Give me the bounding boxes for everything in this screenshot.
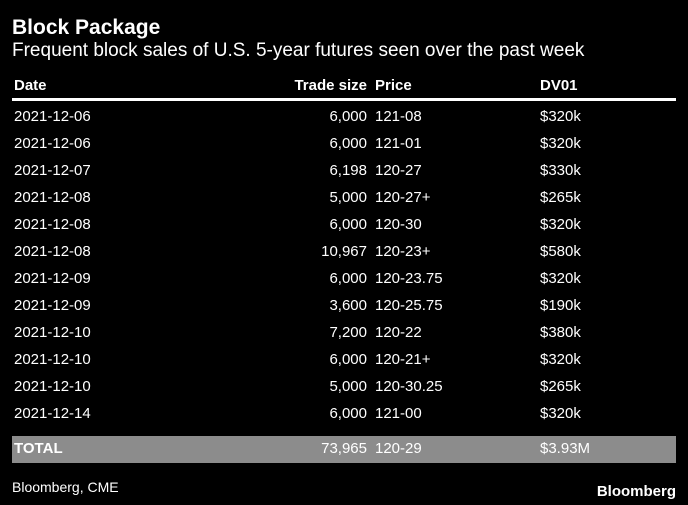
table-cell: 2021-12-14 <box>14 405 91 422</box>
table-cell: 2021-12-10 <box>14 378 91 395</box>
table-cell: 2021-12-06 <box>14 135 91 152</box>
table-cell: 120-23+ <box>375 243 431 260</box>
column-header: Price <box>375 77 412 94</box>
subtitle: Frequent block sales of U.S. 5-year futu… <box>12 40 585 61</box>
table-cell: $320k <box>540 135 581 152</box>
table-cell: $265k <box>540 378 581 395</box>
total-cell: $3.93M <box>540 440 591 457</box>
table-cell: 2021-12-10 <box>14 324 91 341</box>
table-cell: 120-23.75 <box>375 270 443 287</box>
table-cell: $320k <box>540 216 581 233</box>
table-cell: 120-21+ <box>375 351 431 368</box>
table-cell: 2021-12-08 <box>14 243 91 260</box>
table-cell: 6,000 <box>329 270 367 287</box>
column-header: Date <box>14 77 47 94</box>
table-cell: 2021-12-07 <box>14 162 91 179</box>
table-cell: $320k <box>540 351 581 368</box>
table-cell: 120-27+ <box>375 189 431 206</box>
table-cell: 121-01 <box>375 135 422 152</box>
table-cell: 10,967 <box>321 243 367 260</box>
table-cell: 6,000 <box>329 351 367 368</box>
table-cell: 120-27 <box>375 162 422 179</box>
total-cell: TOTAL <box>14 440 63 457</box>
table-cell: 121-08 <box>375 108 422 125</box>
table-cell: 2021-12-08 <box>14 189 91 206</box>
total-row-background <box>12 436 676 463</box>
table-cell: 5,000 <box>329 378 367 395</box>
column-header: DV01 <box>540 77 578 94</box>
table-cell: 121-00 <box>375 405 422 422</box>
table-cell: 7,200 <box>329 324 367 341</box>
table-cell: $320k <box>540 108 581 125</box>
table-cell: 120-22 <box>375 324 422 341</box>
logo: Bloomberg <box>596 483 676 500</box>
table-cell: $380k <box>540 324 581 341</box>
total-cell: 120-29 <box>375 440 422 457</box>
table-cell: $265k <box>540 189 581 206</box>
table-cell: 6,000 <box>329 405 367 422</box>
table-cell: 3,600 <box>329 297 367 314</box>
table-cell: 2021-12-06 <box>14 108 91 125</box>
title: Block Package <box>12 16 161 39</box>
column-header: Trade size <box>294 77 367 94</box>
table-cell: 2021-12-09 <box>14 297 91 314</box>
table-cell: 6,198 <box>329 162 367 179</box>
table-cell: 6,000 <box>329 108 367 125</box>
table-cell: 6,000 <box>329 216 367 233</box>
table-cell: 2021-12-10 <box>14 351 91 368</box>
table-cell: $580k <box>540 243 581 260</box>
total-cell: 73,965 <box>321 440 367 457</box>
table-cell: 120-30.25 <box>375 378 443 395</box>
table-cell: 2021-12-09 <box>14 270 91 287</box>
header-rule <box>12 98 676 101</box>
table-cell: $330k <box>540 162 581 179</box>
table-cell: $190k <box>540 297 581 314</box>
table-cell: $320k <box>540 405 581 422</box>
source: Bloomberg, CME <box>12 479 119 495</box>
table-cell: 2021-12-08 <box>14 216 91 233</box>
table-cell: 120-30 <box>375 216 422 233</box>
table-cell: 6,000 <box>329 135 367 152</box>
table-cell: 120-25.75 <box>375 297 443 314</box>
table-cell: 5,000 <box>329 189 367 206</box>
table-cell: $320k <box>540 270 581 287</box>
